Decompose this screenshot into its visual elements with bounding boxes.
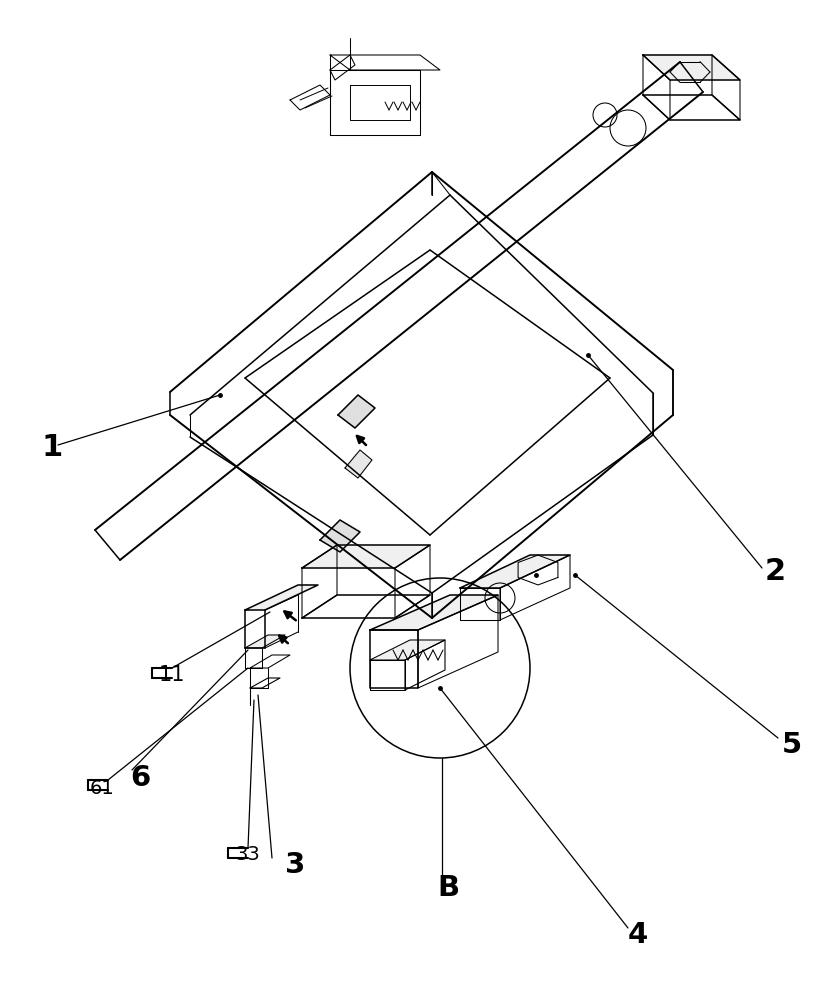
Polygon shape [302, 545, 429, 568]
Text: 1: 1 [41, 434, 63, 462]
Polygon shape [245, 635, 284, 648]
Text: 5: 5 [781, 731, 801, 759]
Text: 33: 33 [236, 845, 260, 864]
Text: 11: 11 [159, 665, 185, 685]
Text: 2: 2 [763, 558, 785, 586]
Polygon shape [643, 55, 739, 80]
Polygon shape [337, 395, 375, 428]
Polygon shape [370, 595, 497, 630]
Text: 61: 61 [89, 778, 114, 797]
Polygon shape [319, 520, 360, 552]
Polygon shape [245, 585, 318, 610]
Text: B: B [437, 874, 458, 902]
Polygon shape [460, 555, 569, 588]
Polygon shape [345, 450, 371, 478]
Text: 3: 3 [284, 851, 305, 879]
Polygon shape [370, 640, 444, 660]
Text: 6: 6 [130, 764, 150, 792]
Text: 4: 4 [627, 921, 648, 949]
